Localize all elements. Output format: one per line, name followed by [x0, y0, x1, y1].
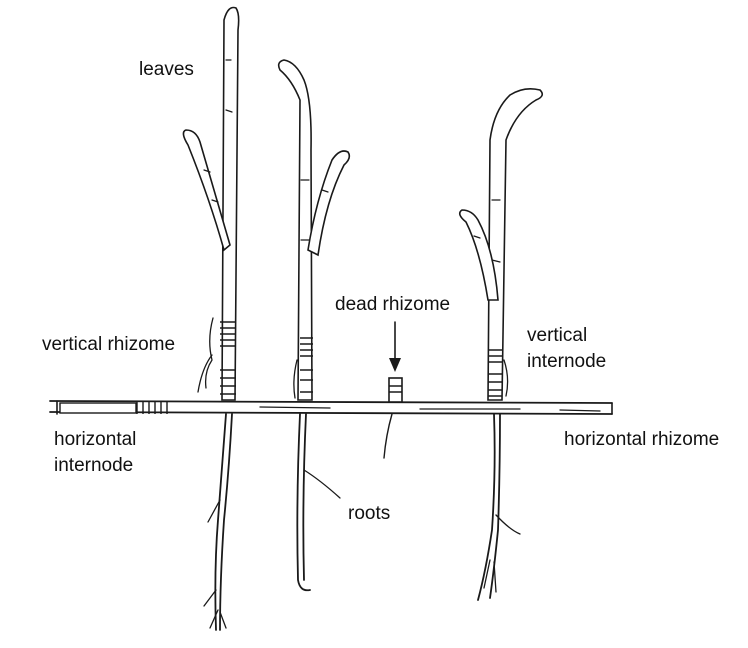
root-1 — [203, 413, 233, 631]
shoot-2-side-leaf — [307, 150, 351, 257]
shoot-1-tall-leaf — [221, 6, 240, 401]
label-dead-rhizome: dead rhizome — [335, 294, 451, 315]
label-vertical-internode-line2: internode — [527, 351, 607, 372]
label-horizontal-rhizome: horizontal rhizome — [564, 429, 720, 450]
root-2 — [296, 413, 341, 592]
label-leaves: leaves — [139, 59, 194, 80]
label-horizontal-internode-line1: horizontal — [54, 429, 137, 450]
label-vertical-internode-line1: vertical — [527, 325, 588, 346]
shoot-2-main-leaf — [277, 59, 313, 401]
dead-rhizome — [383, 377, 403, 459]
label-roots: roots — [348, 503, 391, 524]
shoot-1 — [182, 6, 240, 401]
shoot-3-side-leaf — [458, 209, 499, 301]
root-3 — [477, 413, 521, 601]
shoot-1-side-leaf — [182, 129, 231, 252]
dead-rhizome-arrow — [389, 321, 401, 372]
label-vertical-rhizome: vertical rhizome — [42, 334, 176, 355]
shoot-3 — [458, 88, 544, 401]
label-horizontal-internode-line2: internode — [54, 455, 134, 476]
shoot-3-main-leaf — [487, 88, 544, 401]
shoot-2 — [277, 59, 351, 401]
horizontal-internode-segment — [59, 401, 168, 414]
